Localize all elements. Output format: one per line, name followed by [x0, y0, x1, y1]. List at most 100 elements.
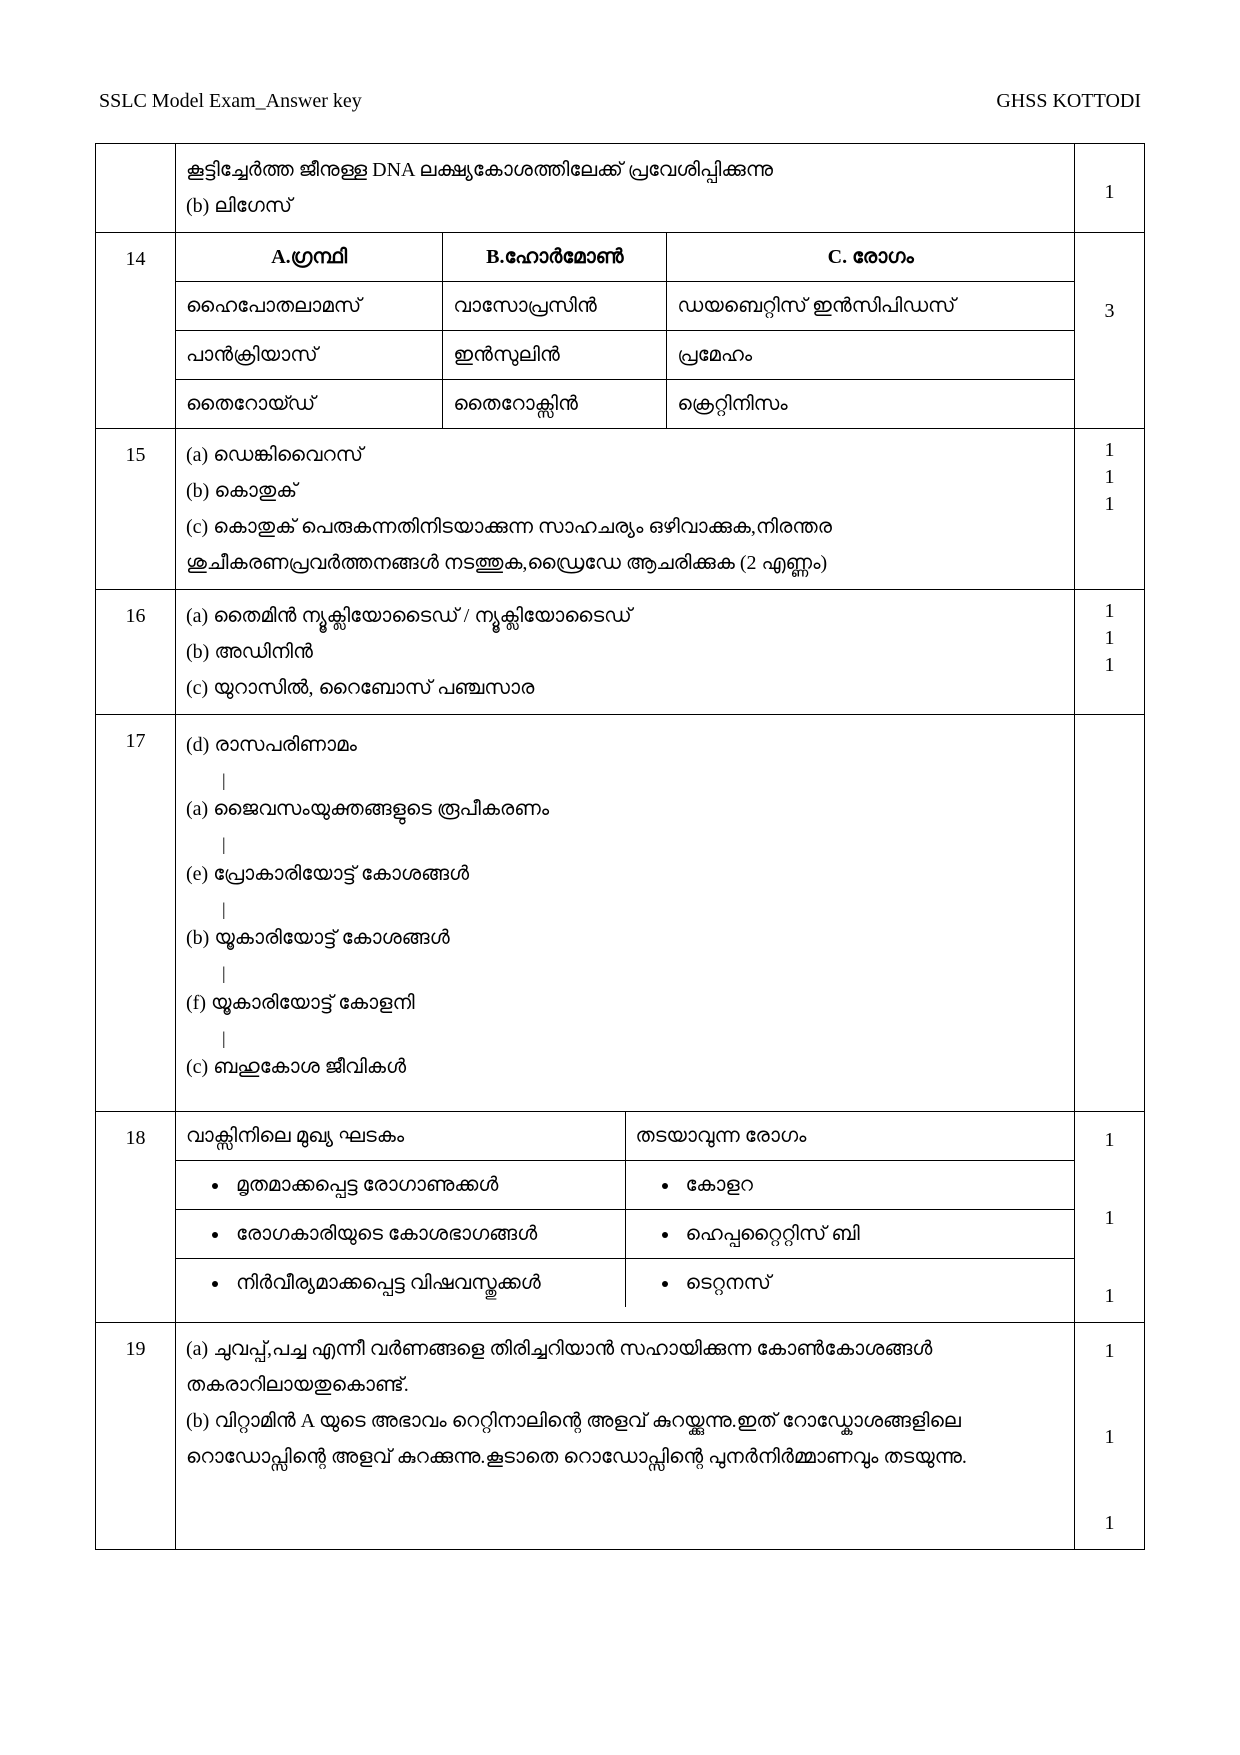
answer-table: കൂട്ടിച്ചേർത്ത ജീനുള്ള DNA ലക്ഷ്യകോശത്തി… — [95, 143, 1145, 1550]
marks-cell: 1 1 1 — [1075, 429, 1145, 590]
cell: ഹെപ്പറ്റൈറ്റിസ് ബി — [625, 1209, 1074, 1258]
column-header: A.ഗ്രന്ഥി — [176, 233, 443, 282]
table-row: മൃതമാക്കപ്പെട്ട രോഗാണുക്കൾ കോളറ — [176, 1160, 1074, 1209]
page: SSLC Model Exam_Answer key GHSS KOTTODI … — [0, 0, 1240, 1610]
answer-line: (b) അഡിനിൻ — [186, 634, 1064, 670]
cell: പ്രമേഹം — [667, 331, 1074, 380]
header-left: SSLC Model Exam_Answer key — [99, 90, 362, 113]
mark-value: 1 — [1085, 598, 1134, 625]
cell: തൈറോയ്ഡ് — [176, 380, 443, 429]
column-header: വാക്സിനിലെ മുഖ്യ ഘടകം — [176, 1112, 625, 1161]
answer-line: (a) ചുവപ്പ്,പച്ച എന്നീ വർണങ്ങളെ തിരിച്ചറ… — [186, 1331, 1064, 1403]
bullet-item: മൃതമാക്കപ്പെട്ട രോഗാണുക്കൾ — [230, 1167, 615, 1203]
answer-cell: വാക്സിനിലെ മുഖ്യ ഘടകം തടയാവുന്ന രോഗം മൃത… — [176, 1111, 1075, 1322]
answer-line: (a) ഡെങ്കിവൈറസ് — [186, 437, 1064, 473]
qnum-cell — [96, 144, 176, 233]
marks-cell: 1 — [1075, 144, 1145, 233]
marks-cell: 3 — [1075, 233, 1145, 429]
mark-value: 1 — [1085, 1333, 1134, 1369]
cell: ഹൈപോതലാമസ് — [176, 282, 443, 331]
table-row: നിർവീര്യമാക്കപ്പെട്ട വിഷവസ്തുക്കൾ ടെറ്റന… — [176, 1258, 1074, 1307]
cell: വാസോപ്രസിൻ — [443, 282, 667, 331]
flow-item: (a) ജൈവസംയുക്തങ്ങളുടെ രൂപീകരണം — [186, 791, 1064, 827]
flow-item: (b) യൂകാരിയോട്ട് കോശങ്ങൾ — [186, 920, 1064, 956]
qnum-cell: 19 — [96, 1322, 176, 1549]
mark-value: 1 — [1085, 1122, 1134, 1158]
answer-cell: (a) ഡെങ്കിവൈറസ് (b) കൊതുക് (c) കൊതുക് പെ… — [176, 429, 1075, 590]
header-right: GHSS KOTTODI — [996, 90, 1141, 113]
table-row: 18 വാക്സിനിലെ മുഖ്യ ഘടകം തടയാവുന്ന രോഗം … — [96, 1111, 1145, 1322]
column-header: C. രോഗം — [667, 233, 1074, 282]
marks-cell: 1 1 1 — [1075, 590, 1145, 715]
bullet-item: രോഗകാരിയുടെ കോശഭാഗങ്ങൾ — [230, 1216, 615, 1252]
bullet-item: ടെറ്റനസ് — [680, 1265, 1065, 1301]
bullet-item: നിർവീര്യമാക്കപ്പെട്ട വിഷവസ്തുക്കൾ — [230, 1265, 615, 1301]
mark-value: 1 — [1085, 1419, 1134, 1455]
cell: രോഗകാരിയുടെ കോശഭാഗങ്ങൾ — [176, 1209, 625, 1258]
mark-value: 1 — [1085, 625, 1134, 652]
mark-value: 1 — [1085, 174, 1134, 210]
qnum-cell: 14 — [96, 233, 176, 429]
cell: നിർവീര്യമാക്കപ്പെട്ട വിഷവസ്തുക്കൾ — [176, 1258, 625, 1307]
answer-cell: (d) രാസപരിണാമം | (a) ജൈവസംയുക്തങ്ങളുടെ ര… — [176, 715, 1075, 1112]
answer-line: (b) കൊതുക് — [186, 473, 1064, 509]
answer-line: (c) യുറാസിൽ, റൈബോസ് പഞ്ചസാര — [186, 670, 1064, 706]
table-row: A.ഗ്രന്ഥി B.ഹോർമോൺ C. രോഗം — [176, 233, 1074, 282]
answer-line: (a) തൈമിൻ ന്യൂക്ലിയോടൈഡ് / ന്യൂക്ലിയോടൈഡ… — [186, 598, 1064, 634]
qnum-cell: 15 — [96, 429, 176, 590]
mark-value: 1 — [1085, 437, 1134, 464]
cell: ടെറ്റനസ് — [625, 1258, 1074, 1307]
table-row: 19 (a) ചുവപ്പ്,പച്ച എന്നീ വർണങ്ങളെ തിരിച… — [96, 1322, 1145, 1549]
cell: ഡയബെറ്റിസ് ഇൻസിപിഡസ് — [667, 282, 1074, 331]
flow-item: (f) യൂകാരിയോട്ട് കോളനി — [186, 985, 1064, 1021]
flow-connector: | — [222, 837, 1064, 851]
mark-value: 1 — [1085, 1505, 1134, 1541]
cell: മൃതമാക്കപ്പെട്ട രോഗാണുക്കൾ — [176, 1160, 625, 1209]
mark-value: 1 — [1085, 652, 1134, 679]
qnum-cell: 18 — [96, 1111, 176, 1322]
mark-value: 3 — [1085, 293, 1134, 329]
answer-line: (b) വിറ്റാമിൻ A യുടെ അഭാവം റെറ്റിനാലിന്റ… — [186, 1403, 1064, 1475]
table-row: ഹൈപോതലാമസ് വാസോപ്രസിൻ ഡയബെറ്റിസ് ഇൻസിപിഡ… — [176, 282, 1074, 331]
qnum-cell: 16 — [96, 590, 176, 715]
flow-item: (d) രാസപരിണാമം — [186, 727, 1064, 763]
bullet-item: ഹെപ്പറ്റൈറ്റിസ് ബി — [680, 1216, 1065, 1252]
flow-connector: | — [222, 966, 1064, 980]
answer-cell: A.ഗ്രന്ഥി B.ഹോർമോൺ C. രോഗം ഹൈപോതലാമസ് വാ… — [176, 233, 1075, 429]
table-row: കൂട്ടിച്ചേർത്ത ജീനുള്ള DNA ലക്ഷ്യകോശത്തി… — [96, 144, 1145, 233]
answer-line: കൂട്ടിച്ചേർത്ത ജീനുള്ള DNA ലക്ഷ്യകോശത്തി… — [186, 152, 1064, 188]
table-row: രോഗകാരിയുടെ കോശഭാഗങ്ങൾ ഹെപ്പറ്റൈറ്റിസ് ബ… — [176, 1209, 1074, 1258]
answer-cell: കൂട്ടിച്ചേർത്ത ജീനുള്ള DNA ലക്ഷ്യകോശത്തി… — [176, 144, 1075, 233]
cell: ഇൻസുലിൻ — [443, 331, 667, 380]
inner-table: A.ഗ്രന്ഥി B.ഹോർമോൺ C. രോഗം ഹൈപോതലാമസ് വാ… — [176, 233, 1074, 428]
flow-item: (e) പ്രോകാരിയോട്ട് കോശങ്ങൾ — [186, 856, 1064, 892]
answer-line: (c) കൊതുക് പെരുകന്നതിനിടയാക്കുന്ന സാഹചര്… — [186, 509, 1064, 581]
marks-cell: 1 1 1 — [1075, 1111, 1145, 1322]
marks-cell — [1075, 715, 1145, 1112]
bullet-item: കോളറ — [680, 1167, 1065, 1203]
table-row: 17 (d) രാസപരിണാമം | (a) ജൈവസംയുക്തങ്ങളുട… — [96, 715, 1145, 1112]
answer-cell: (a) ചുവപ്പ്,പച്ച എന്നീ വർണങ്ങളെ തിരിച്ചറ… — [176, 1322, 1075, 1549]
flow-connector: | — [222, 1031, 1064, 1045]
mark-value: 1 — [1085, 1278, 1134, 1314]
table-row: വാക്സിനിലെ മുഖ്യ ഘടകം തടയാവുന്ന രോഗം — [176, 1112, 1074, 1161]
flow-connector: | — [222, 773, 1064, 787]
table-row: തൈറോയ്ഡ് തൈറോക്സിൻ ക്രെറ്റിനിസം — [176, 380, 1074, 429]
answer-cell: (a) തൈമിൻ ന്യൂക്ലിയോടൈഡ് / ന്യൂക്ലിയോടൈഡ… — [176, 590, 1075, 715]
mark-value: 1 — [1085, 464, 1134, 491]
table-row: പാൻക്രിയാസ് ഇൻസുലിൻ പ്രമേഹം — [176, 331, 1074, 380]
qnum-cell: 17 — [96, 715, 176, 1112]
mark-value: 1 — [1085, 1200, 1134, 1236]
inner-table: വാക്സിനിലെ മുഖ്യ ഘടകം തടയാവുന്ന രോഗം മൃത… — [176, 1112, 1074, 1307]
flow-connector: | — [222, 902, 1064, 916]
page-header: SSLC Model Exam_Answer key GHSS KOTTODI — [95, 90, 1145, 113]
cell: ക്രെറ്റിനിസം — [667, 380, 1074, 429]
mark-value: 1 — [1085, 491, 1134, 518]
answer-line: (b) ലിഗേസ് — [186, 188, 1064, 224]
column-header: തടയാവുന്ന രോഗം — [625, 1112, 1074, 1161]
table-row: 14 A.ഗ്രന്ഥി B.ഹോർമോൺ C. രോഗം ഹൈപോതലാമസ്… — [96, 233, 1145, 429]
cell: പാൻക്രിയാസ് — [176, 331, 443, 380]
table-row: 16 (a) തൈമിൻ ന്യൂക്ലിയോടൈഡ് / ന്യൂക്ലിയോ… — [96, 590, 1145, 715]
cell: കോളറ — [625, 1160, 1074, 1209]
marks-cell: 1 1 1 — [1075, 1322, 1145, 1549]
